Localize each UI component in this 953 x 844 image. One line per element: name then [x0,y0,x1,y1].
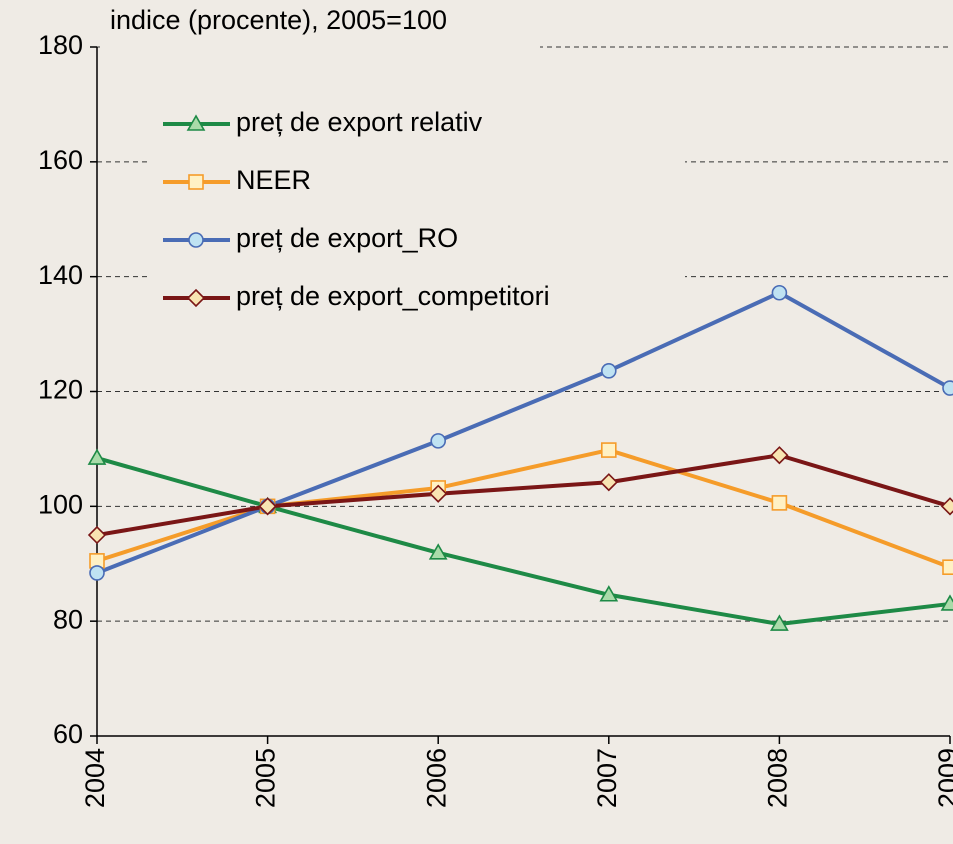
data-point [87,448,107,465]
series-line [96,456,951,627]
data-point [600,442,617,458]
legend-label: NEER [236,165,311,195]
x-tick-label: 2004 [80,748,110,808]
series-line [96,290,951,575]
axis-title: indice (procente), 2005=100 [110,5,447,35]
series-line [96,453,951,538]
data-point [770,614,789,631]
legend-marker [186,114,206,131]
legend-label: preț de export_RO [236,223,458,253]
legend-marker [188,232,204,248]
data-point [599,473,618,492]
data-point [599,585,619,602]
y-tick-label: 160 [38,145,83,175]
y-tick-label: 100 [38,489,83,519]
y-tick-label: 140 [38,260,83,290]
y-tick-label: 120 [38,375,83,405]
data-point [428,543,448,560]
data-point [942,380,953,396]
title-backdrop [100,28,540,58]
x-tick-label: 2006 [421,748,451,808]
x-tick-label: 2005 [251,748,281,808]
data-point [940,594,953,611]
data-point [770,446,789,465]
y-tick-label: 80 [53,604,83,634]
y-tick-label: 60 [53,719,83,749]
legend-marker [188,174,204,190]
data-point [942,559,953,575]
data-point [771,284,788,301]
legend-marker [186,288,206,308]
legend-label: preț de export_competitori [236,281,550,311]
data-point [89,565,105,581]
x-tick-label: 2008 [763,748,793,808]
legend-label: preț de export relativ [236,107,483,137]
data-point [600,363,617,379]
x-tick-label: 2007 [592,748,622,808]
data-point [87,525,107,545]
data-point [771,495,788,511]
y-tick-label: 180 [38,30,83,60]
data-point [258,497,277,516]
data-point [940,497,953,516]
data-point [429,484,448,503]
x-tick-label: 2009 [933,748,953,808]
plot [87,47,953,744]
data-point [430,433,447,449]
legend-box [150,88,685,328]
